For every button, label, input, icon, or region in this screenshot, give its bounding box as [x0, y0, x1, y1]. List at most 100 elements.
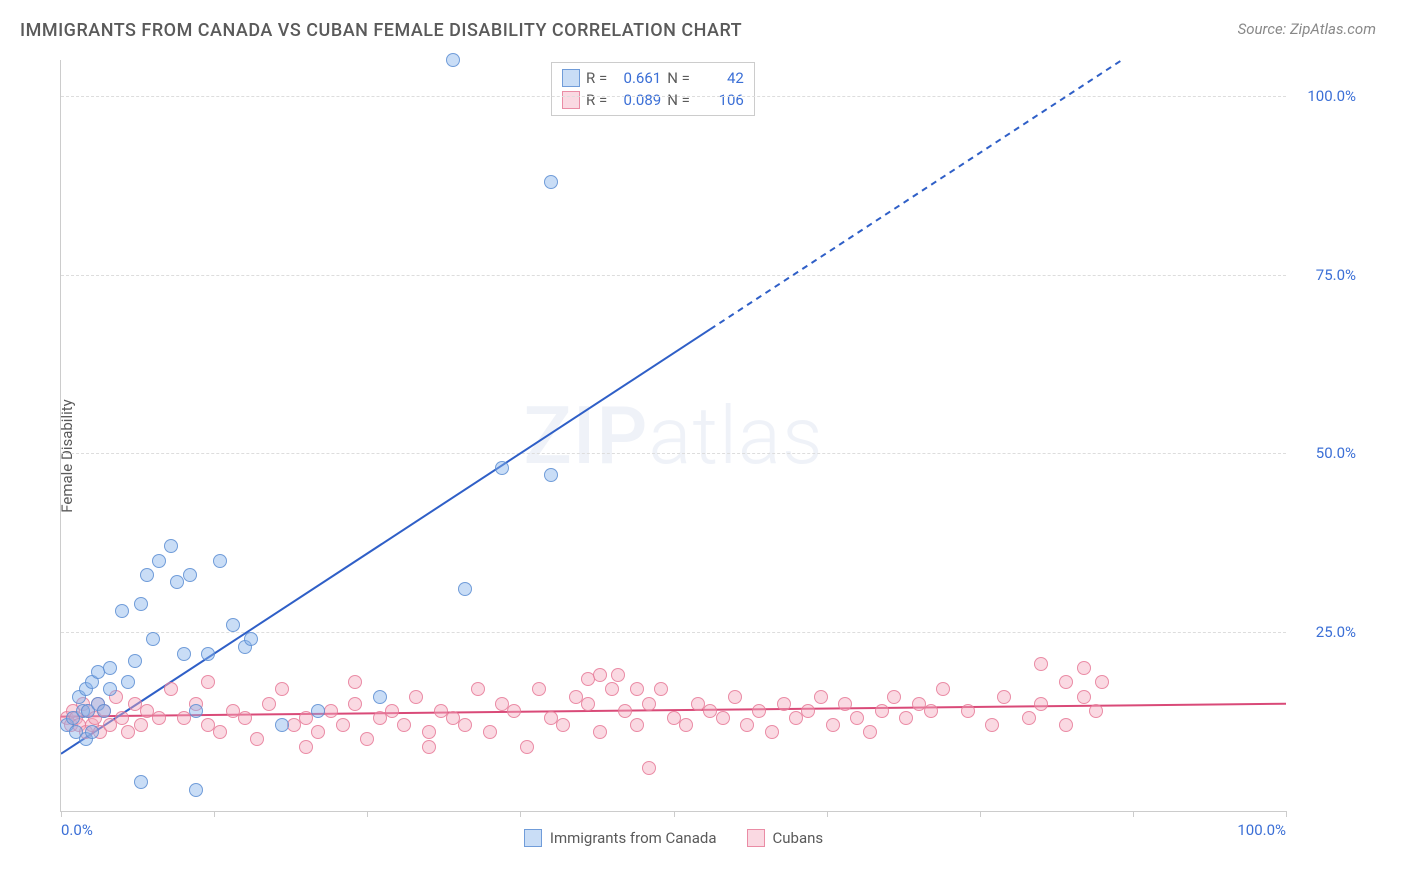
swatch-blue-icon — [524, 829, 542, 847]
chart-container: Female Disability ZIPatlas R = 0.661 N =… — [50, 60, 1376, 852]
data-point-blue — [152, 554, 166, 568]
data-point-pink — [863, 725, 877, 739]
trend-lines — [61, 60, 1286, 811]
data-point-pink — [311, 725, 325, 739]
data-point-blue — [115, 604, 129, 618]
data-point-pink — [164, 682, 178, 696]
data-point-pink — [134, 718, 148, 732]
data-point-pink — [997, 690, 1011, 704]
data-point-pink — [642, 761, 656, 775]
data-point-blue — [164, 539, 178, 553]
data-point-blue — [140, 568, 154, 582]
data-point-pink — [360, 732, 374, 746]
data-point-pink — [716, 711, 730, 725]
data-point-pink — [1059, 675, 1073, 689]
x-tick — [214, 811, 215, 817]
data-point-pink — [324, 704, 338, 718]
data-point-blue — [146, 632, 160, 646]
legend-label-pink: Cubans — [773, 829, 824, 847]
y-tick-label: 25.0% — [1296, 623, 1356, 641]
legend-item-pink: Cubans — [747, 829, 824, 847]
data-point-pink — [838, 697, 852, 711]
data-point-pink — [618, 704, 632, 718]
data-point-blue — [134, 775, 148, 789]
data-point-blue — [201, 647, 215, 661]
data-point-blue — [495, 461, 509, 475]
data-point-pink — [471, 682, 485, 696]
data-point-blue — [446, 53, 460, 67]
data-point-pink — [556, 718, 570, 732]
data-point-blue — [121, 675, 135, 689]
data-point-pink — [581, 697, 595, 711]
data-point-pink — [630, 682, 644, 696]
data-point-blue — [183, 568, 197, 582]
data-point-pink — [654, 682, 668, 696]
data-point-pink — [593, 725, 607, 739]
x-tick — [1286, 811, 1287, 817]
data-point-blue — [189, 704, 203, 718]
data-point-pink — [201, 675, 215, 689]
data-point-blue — [128, 654, 142, 668]
data-point-pink — [642, 697, 656, 711]
y-tick-label: 75.0% — [1296, 266, 1356, 284]
chart-title: IMMIGRANTS FROM CANADA VS CUBAN FEMALE D… — [20, 20, 742, 41]
data-point-pink — [520, 740, 534, 754]
data-point-pink — [924, 704, 938, 718]
data-point-pink — [593, 668, 607, 682]
scatter-plot-area: ZIPatlas R = 0.661 N = 42 R = 0.089 N = … — [60, 60, 1286, 812]
y-tick-label: 50.0% — [1296, 444, 1356, 462]
data-point-pink — [765, 725, 779, 739]
data-point-pink — [936, 682, 950, 696]
data-point-pink — [275, 682, 289, 696]
legend-item-blue: Immigrants from Canada — [524, 829, 717, 847]
data-point-pink — [238, 711, 252, 725]
data-point-pink — [1034, 697, 1048, 711]
data-point-blue — [373, 690, 387, 704]
x-tick — [980, 811, 981, 817]
series-legend: Immigrants from Canada Cubans — [61, 829, 1286, 847]
data-point-pink — [483, 725, 497, 739]
data-point-blue — [544, 175, 558, 189]
data-point-pink — [213, 725, 227, 739]
data-point-pink — [458, 718, 472, 732]
data-point-pink — [740, 718, 754, 732]
data-point-pink — [336, 718, 350, 732]
data-point-pink — [605, 682, 619, 696]
data-point-blue — [189, 783, 203, 797]
data-point-pink — [1034, 657, 1048, 671]
data-point-pink — [385, 704, 399, 718]
data-point-blue — [544, 468, 558, 482]
data-point-pink — [875, 704, 889, 718]
data-point-pink — [422, 740, 436, 754]
data-point-pink — [422, 725, 436, 739]
legend-label-blue: Immigrants from Canada — [550, 829, 717, 847]
data-point-pink — [1095, 675, 1109, 689]
data-point-blue — [275, 718, 289, 732]
data-point-blue — [134, 597, 148, 611]
data-point-pink — [961, 704, 975, 718]
data-point-pink — [814, 690, 828, 704]
data-point-blue — [97, 704, 111, 718]
data-point-pink — [348, 697, 362, 711]
data-point-blue — [103, 682, 117, 696]
data-point-blue — [213, 554, 227, 568]
data-point-pink — [630, 718, 644, 732]
data-point-blue — [226, 618, 240, 632]
data-point-pink — [985, 718, 999, 732]
x-tick — [827, 811, 828, 817]
data-point-pink — [250, 732, 264, 746]
data-point-pink — [299, 740, 313, 754]
swatch-pink-icon — [747, 829, 765, 847]
data-point-pink — [887, 690, 901, 704]
data-point-blue — [103, 661, 117, 675]
x-tick — [520, 811, 521, 817]
data-point-pink — [1089, 704, 1103, 718]
data-point-pink — [777, 697, 791, 711]
data-point-pink — [532, 682, 546, 696]
x-tick — [61, 811, 62, 817]
data-point-pink — [752, 704, 766, 718]
x-tick-label: 100.0% — [1237, 821, 1286, 839]
data-point-pink — [397, 718, 411, 732]
data-point-pink — [348, 675, 362, 689]
data-point-pink — [850, 711, 864, 725]
